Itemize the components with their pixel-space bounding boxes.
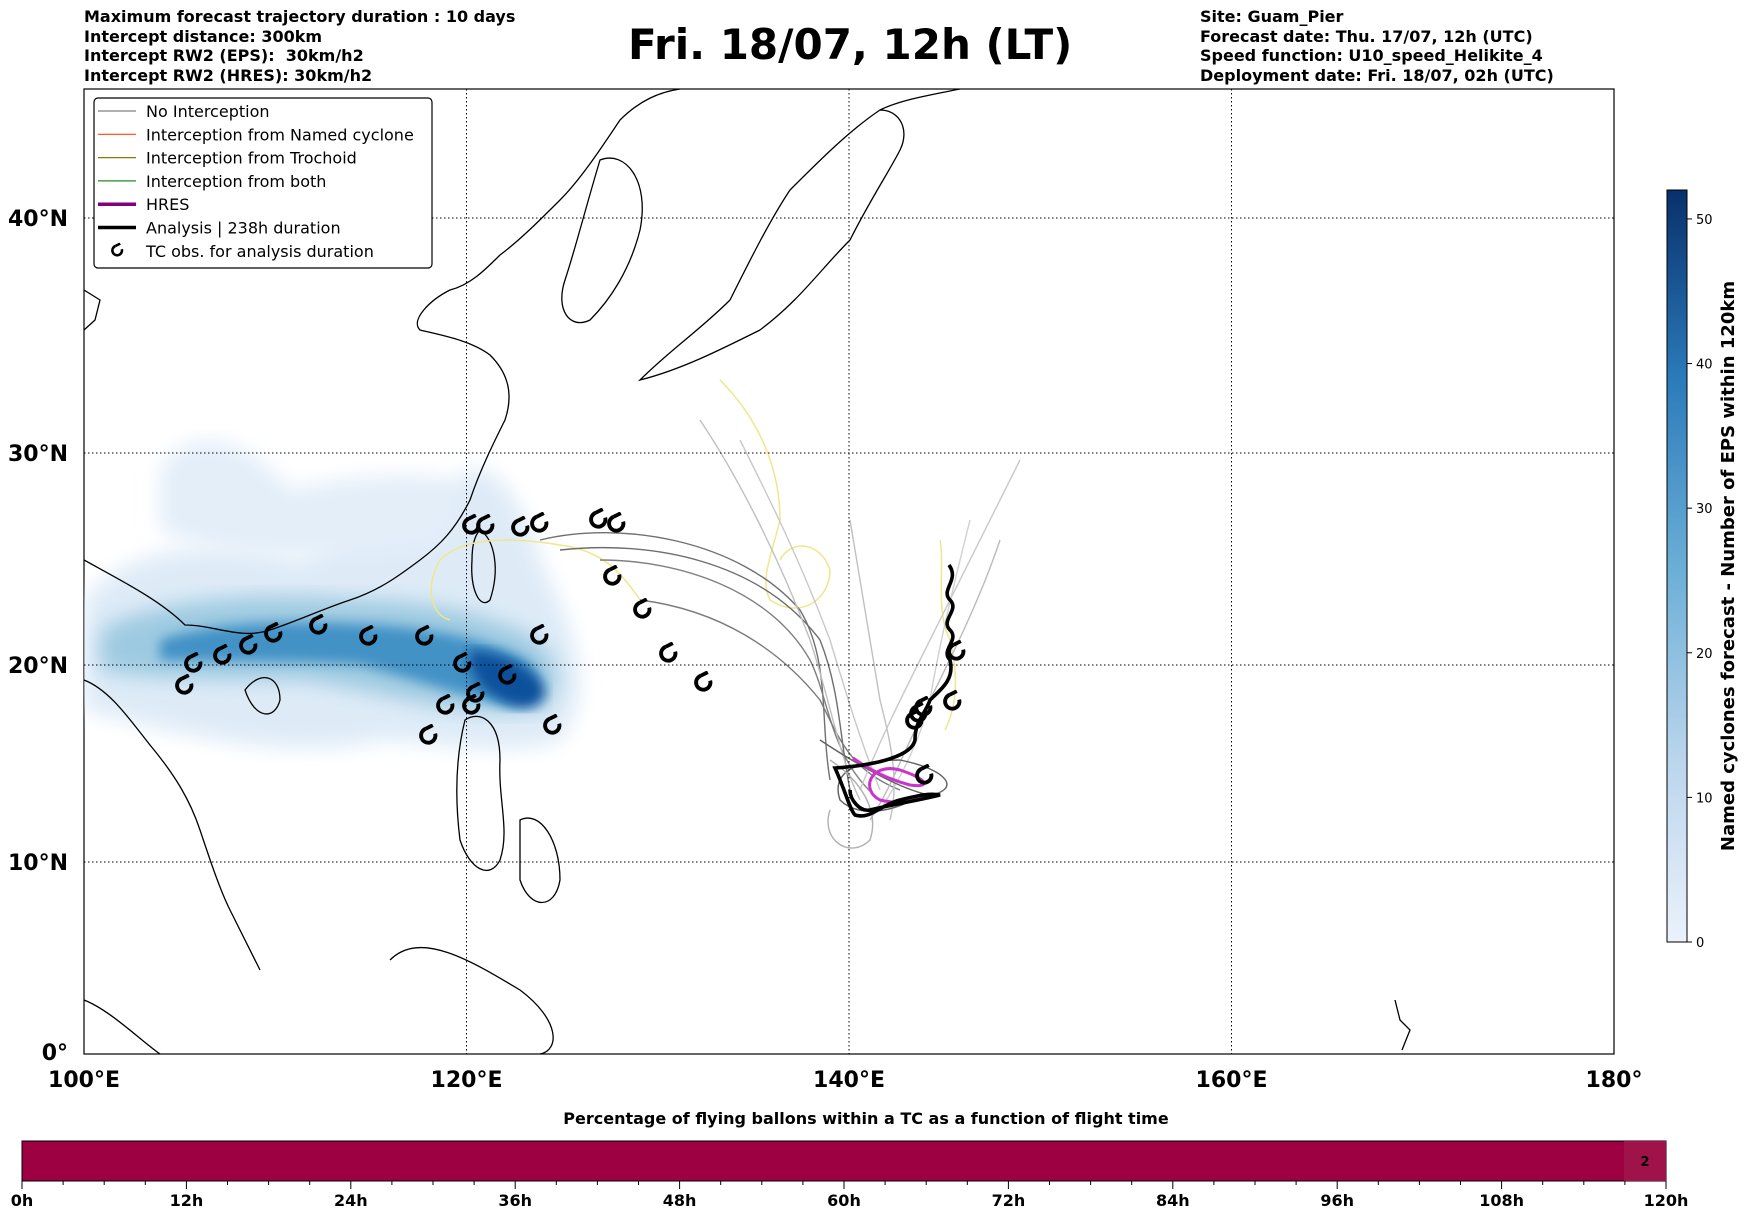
header-right-line: Speed function: U10_speed_Helikite_4 [1200, 46, 1543, 65]
colorbar: 0 10 20 30 40 50 Named cyclones forecast - Nu… [1666, 189, 1739, 951]
colorbar-tick-label: 0 [1696, 936, 1704, 951]
lon-tick-label: 180° [1586, 1068, 1643, 1093]
legend-entry: HRES [98, 195, 189, 214]
timebar-tick-label: 36h [498, 1191, 532, 1210]
map-legend: No Interception Interception from Named c… [93, 97, 433, 269]
map-gridlines [84, 89, 1614, 1054]
legend-label: TC obs. for analysis duration [145, 242, 374, 261]
colorbar-tick-label: 20 [1696, 647, 1713, 662]
legend-entry: Interception from both [98, 172, 326, 191]
timebar-end-label: 2 [1640, 1155, 1649, 1170]
legend-entry: Analysis | 238h duration [98, 219, 341, 238]
flight-time-bar: Percentage of flying ballons within a TC… [11, 1109, 1689, 1210]
map-title: Fri. 18/07, 12h (LT) [628, 20, 1073, 69]
coastlines [84, 89, 1411, 1054]
timebar-tick-label: 24h [334, 1191, 368, 1210]
legend-label: Interception from Named cyclone [146, 125, 414, 144]
timebar-title: Percentage of flying ballons within a TC… [563, 1109, 1169, 1128]
header-left-line: Intercept RW2 (EPS): 30km/h2 [84, 46, 364, 65]
lon-tick-label: 120°E [431, 1068, 503, 1093]
timebar-tick-label: 0h [11, 1191, 34, 1210]
lon-tick-label: 140°E [813, 1068, 885, 1093]
lat-tick-label: 30°N [8, 442, 68, 467]
colorbar-tick-label: 10 [1696, 791, 1713, 806]
eps-density-field [84, 441, 580, 749]
eps-ensemble-tracks [539, 419, 1021, 849]
timebar-tick-label: 72h [992, 1191, 1026, 1210]
legend-label: Interception from Trochoid [146, 149, 357, 168]
header-left-line: Maximum forecast trajectory duration : 1… [84, 7, 516, 26]
legend-box [93, 97, 433, 269]
header-left-info: Maximum forecast trajectory duration : 1… [84, 7, 515, 85]
legend-label: Interception from both [146, 172, 326, 191]
colorbar-tick-label: 30 [1696, 502, 1713, 517]
lat-tick-label: 40°N [8, 207, 68, 232]
legend-entry: Interception from Trochoid [98, 149, 357, 168]
lon-tick-label: 100°E [48, 1068, 120, 1093]
map-axis-labels: 40°N 30°N 20°N 10°N 0°100°E 120°E 140°E 160°E 18… [8, 207, 1643, 1093]
timebar-fill [21, 1140, 1667, 1182]
header-right-line: Site: Guam_Pier [1200, 7, 1344, 26]
header-right-line: Forecast date: Thu. 17/07, 12h (UTC) [1200, 26, 1533, 46]
timebar-ticks: 0h 12h 24h 36h 48h 60h 72h 84h 96h 108h 120h [11, 1181, 1689, 1210]
timebar-tick-label: 60h [827, 1191, 861, 1210]
timebar-tick-label: 12h [170, 1191, 204, 1210]
header-left-line: Intercept RW2 (HRES): 30km/h2 [84, 65, 373, 85]
timebar-tick-label: 120h [1644, 1191, 1689, 1210]
legend-label: HRES [146, 195, 189, 214]
header-right-line: Deployment date: Fri. 18/07, 02h (UTC) [1200, 65, 1554, 85]
timebar-tick-label: 84h [1156, 1191, 1190, 1210]
lon-tick-label: 160°E [1196, 1068, 1268, 1093]
timebar-tick-label: 48h [663, 1191, 697, 1210]
colorbar-tick-label: 50 [1696, 213, 1713, 228]
legend-entry: Interception from Named cyclone [98, 125, 414, 144]
legend-label: No Interception [146, 102, 270, 121]
header-right-info: Site: Guam_Pier Forecast date: Thu. 17/0… [1200, 7, 1554, 85]
analysis-track [832, 563, 955, 818]
timebar-end-cell [1624, 1141, 1666, 1181]
header-left-line: Intercept distance: 300km [84, 26, 323, 46]
lat-tick-label: 0° [42, 1041, 68, 1066]
legend-label: Analysis | 238h duration [146, 219, 341, 238]
timebar-tick-label: 108h [1479, 1191, 1524, 1210]
lat-tick-label: 20°N [8, 654, 68, 679]
colorbar-gradient [1666, 189, 1688, 943]
lat-tick-label: 10°N [8, 851, 68, 876]
legend-entry: TC obs. for analysis duration [111, 242, 374, 261]
colorbar-label: Named cyclones forecast - Number of EPS … [1718, 281, 1739, 851]
colorbar-ticks: 0 10 20 30 40 50 [1687, 213, 1713, 951]
legend-entry: No Interception [98, 102, 270, 121]
colorbar-tick-label: 40 [1696, 358, 1713, 373]
timebar-tick-label: 96h [1320, 1191, 1354, 1210]
